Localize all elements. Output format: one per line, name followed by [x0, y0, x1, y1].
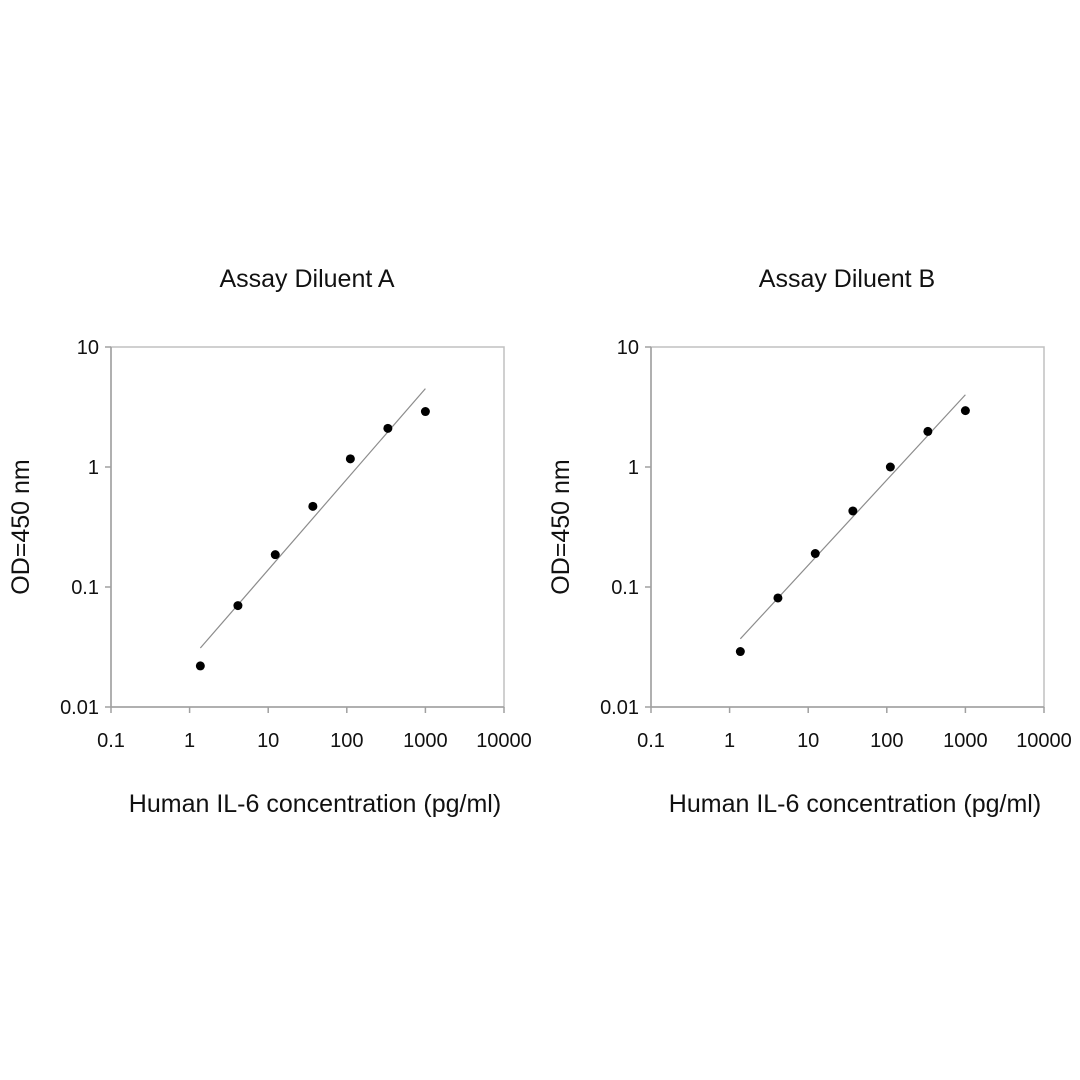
data-point	[735, 647, 745, 657]
y-axis-label: OD=450 nm	[547, 459, 575, 595]
y-tick-label: 0.01	[600, 697, 639, 719]
plot-marks: 0.01 0.1 1 10 0.1 1 10 100 1000 10000	[600, 337, 1072, 752]
data-point	[960, 406, 970, 416]
x-axis-label: Human IL-6 concentration (pg/ml)	[669, 790, 1041, 818]
y-tick-label: 1	[88, 457, 99, 479]
x-tick-label: 10	[797, 730, 819, 752]
y-tick-label: 10	[617, 337, 639, 359]
x-tick-label: 10000	[1016, 730, 1072, 752]
y-tick-label: 10	[77, 337, 99, 359]
x-tick-label: 1	[184, 730, 195, 752]
data-point	[773, 593, 783, 603]
data-point	[848, 506, 858, 516]
data-point	[383, 423, 393, 433]
x-tick-label: 10	[257, 730, 279, 752]
data-point	[270, 550, 280, 560]
data-point	[195, 661, 205, 671]
x-tick-label: 0.1	[97, 730, 125, 752]
chart-panel-diluent-a: Assay Diluent A OD=450 nm Human IL-6 con…	[7, 265, 532, 818]
x-tick-label: 1	[724, 730, 735, 752]
chart-title: Assay Diluent A	[219, 265, 394, 293]
data-point	[885, 462, 895, 472]
plot-marks: 0.01 0.1 1 10 0.1 1 10 100 1000 10000	[60, 337, 532, 752]
data-point	[308, 501, 318, 511]
y-tick-label: 1	[628, 457, 639, 479]
chart-panel-diluent-b: Assay Diluent B OD=450 nm Human IL-6 con…	[547, 265, 1072, 818]
y-tick-label: 0.1	[71, 577, 99, 599]
y-tick-label: 0.1	[611, 577, 639, 599]
x-axis-label: Human IL-6 concentration (pg/ml)	[129, 790, 501, 818]
data-point	[345, 454, 355, 464]
x-tick-label: 100	[330, 730, 363, 752]
x-tick-label: 0.1	[637, 730, 665, 752]
data-point	[810, 549, 820, 559]
data-point	[923, 426, 933, 436]
y-tick-label: 0.01	[60, 697, 99, 719]
x-tick-label: 100	[870, 730, 903, 752]
x-tick-label: 1000	[403, 730, 448, 752]
chart-title: Assay Diluent B	[759, 265, 935, 293]
x-tick-label: 10000	[476, 730, 532, 752]
data-point	[233, 601, 243, 611]
data-point	[420, 407, 430, 417]
x-tick-label: 1000	[943, 730, 988, 752]
y-axis-label: OD=450 nm	[7, 459, 35, 595]
